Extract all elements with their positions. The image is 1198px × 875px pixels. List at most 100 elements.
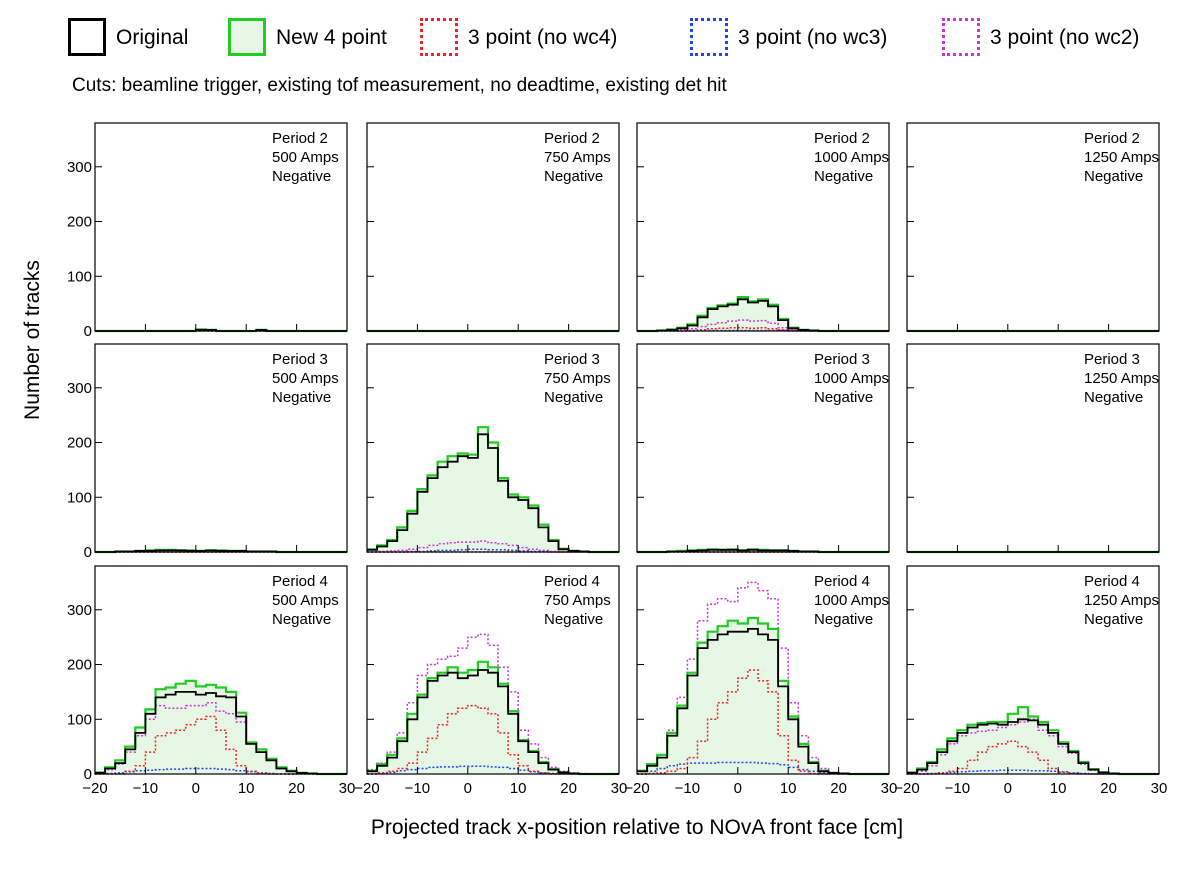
x-tick-label: 30 [881,780,898,797]
panel-frame [906,122,1160,332]
panel-label: 750 Amps [544,592,611,609]
x-tick-label: −10 [675,780,700,797]
panel-frame [906,565,1160,775]
series-nowc2 [367,540,619,553]
panel-label: Period 3 [1084,351,1140,368]
x-tick-label: −20 [82,780,107,797]
panel-label: Negative [814,389,873,406]
y-tick-label: 100 [67,711,92,728]
panel: 0 100 200 300 −20 −10 0 10 20 30 Period 4 500 Amps N… [67,565,356,797]
y-axis-label: Number of tracks [21,260,44,420]
new4-fill [367,427,619,552]
panel-label: 500 Amps [272,149,339,166]
panel: 0 100 200 300 Period 2 500 Amps Negative [67,122,348,340]
panel-label: Period 3 [544,351,600,368]
panel-label: Negative [544,611,603,628]
x-tick-label: −10 [945,780,970,797]
panel: −20 −10 0 10 20 30 Period 4 1250 Amps Negative [894,565,1168,797]
panel-label: 750 Amps [544,149,611,166]
x-tick-label: 10 [1050,780,1067,797]
panel-frame [366,343,620,553]
legend-swatch [942,18,980,56]
panel-label: Negative [272,389,331,406]
y-tick-label: 100 [67,268,92,285]
panel-label: Negative [1084,168,1143,185]
new4-fill [637,297,889,331]
x-tick-label: 0 [464,780,472,797]
panel-label: Period 2 [814,130,870,147]
x-tick-label: −20 [894,780,919,797]
legend-swatch [420,18,458,56]
x-axis-label: Projected track x-position relative to N… [370,816,904,839]
panel: Period 2 750 Amps Negative [366,122,620,333]
panel-label: Negative [544,389,603,406]
x-tick-label: 0 [1004,780,1012,797]
panel-frame [94,343,348,553]
series-original [367,669,619,775]
series-original [907,718,1159,775]
panel-label: Period 4 [544,573,600,590]
x-tick-label: 20 [288,780,305,797]
series-nowc4 [907,740,1159,775]
y-tick-label: 0 [84,544,92,561]
series-nowc4 [637,326,889,332]
y-tick-label: 200 [67,657,92,674]
x-tick-label: 0 [734,780,742,797]
legend-label: 3 point (no wc4) [468,26,618,49]
panel: −20 −10 0 10 20 30 Period 4 750 Amps Negative [354,565,628,797]
series-nowc4 [367,704,619,775]
panel-frame [366,122,620,332]
panel: Period 2 1250 Amps Negative [906,122,1160,333]
panel: 0 100 200 300 Period 3 500 Amps Negative [67,343,348,561]
series-original [637,628,889,775]
series-nowc4 [95,715,347,775]
x-tick-label: 20 [560,780,577,797]
panel-frame [636,565,890,775]
y-tick-label: 100 [67,489,92,506]
y-tick-label: 300 [67,380,92,397]
new4-fill [907,707,1159,774]
x-tick-label: 20 [830,780,847,797]
panel-label: Period 2 [544,130,600,147]
y-tick-label: 200 [67,214,92,231]
panel: Period 3 750 Amps Negative [366,343,620,554]
panel-frame [94,565,348,775]
x-tick-label: 30 [611,780,628,797]
legend-swatch [228,18,266,56]
panel-label: Negative [272,168,331,185]
x-tick-label: 30 [1151,780,1168,797]
panel-label: 1250 Amps [1084,592,1159,609]
x-tick-label: −20 [624,780,649,797]
panel-frame [366,565,620,775]
legend-label: 3 point (no wc2) [990,26,1140,49]
legend-label: New 4 point [276,26,387,49]
panel-label: Period 4 [814,573,870,590]
panel: Period 3 1250 Amps Negative [906,343,1160,554]
x-tick-label: 20 [1100,780,1117,797]
panel-label: Period 4 [272,573,328,590]
panel-label: Period 3 [272,351,328,368]
y-tick-label: 300 [67,602,92,619]
y-tick-label: 0 [84,766,92,783]
legend-label: 3 point (no wc3) [738,26,888,49]
series-nowc3 [367,765,619,775]
series-nowc2 [637,319,889,332]
series-nowc2 [907,718,1159,775]
panel-label: 750 Amps [544,370,611,387]
panel-label: Period 2 [272,130,328,147]
panel-label: 500 Amps [272,370,339,387]
x-tick-label: 0 [192,780,200,797]
panel-frame [94,122,348,332]
x-tick-label: 10 [238,780,255,797]
panel-label: Period 3 [814,351,870,368]
x-tick-label: 30 [339,780,356,797]
legend: Original New 4 point 3 point (no wc4) 3 poi… [0,0,1198,120]
panel-label: 500 Amps [272,592,339,609]
x-tick-label: −10 [405,780,430,797]
new4-fill [367,661,619,774]
panel-frame [636,122,890,332]
panel-frame [636,343,890,553]
panel: Period 3 1000 Amps Negative [636,343,890,554]
panel-label: 1250 Amps [1084,149,1159,166]
y-tick-label: 0 [84,323,92,340]
